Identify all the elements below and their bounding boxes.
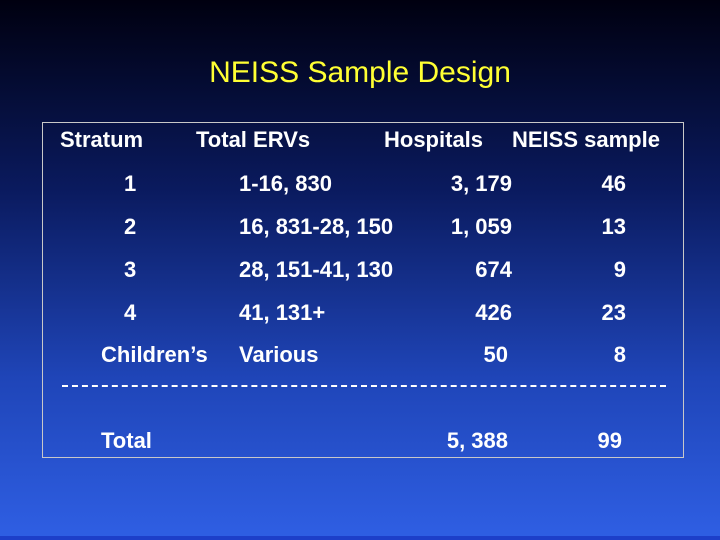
row-1-ervs: 1-16, 830 xyxy=(239,171,332,196)
row-3-sample: 9 xyxy=(613,257,626,282)
table-box xyxy=(42,122,684,458)
row-5-hospitals: 50 xyxy=(483,342,508,367)
row-1-stratum: 1 xyxy=(124,171,137,196)
row-4-stratum: 4 xyxy=(124,300,137,325)
header-total-ervs: Total ERVs xyxy=(196,127,311,152)
row-3-ervs: 28, 151-41, 130 xyxy=(239,257,394,282)
total-hospitals: 5, 388 xyxy=(446,428,508,453)
row-3-stratum: 3 xyxy=(124,257,137,282)
row-2-stratum: 2 xyxy=(124,214,137,239)
header-hospitals: Hospitals xyxy=(384,127,484,152)
row-1-sample: 46 xyxy=(601,171,626,196)
row-2-sample: 13 xyxy=(601,214,626,239)
row-2-ervs: 16, 831-28, 150 xyxy=(239,214,394,239)
row-5-sample: 8 xyxy=(613,342,626,367)
row-4-sample: 23 xyxy=(601,300,626,325)
row-4-hospitals: 426 xyxy=(475,300,512,325)
total-label: Total xyxy=(101,428,152,453)
row-4-ervs: 41, 131+ xyxy=(239,300,326,325)
header-neiss-sample: NEISS sample xyxy=(512,127,660,152)
bottom-edge-strip xyxy=(0,536,720,540)
row-3-hospitals: 674 xyxy=(475,257,512,282)
row-1-hospitals: 3, 179 xyxy=(450,171,512,196)
total-sample: 99 xyxy=(597,428,622,453)
slide-title: NEISS Sample Design xyxy=(209,56,511,89)
row-5-stratum: Children’s xyxy=(101,342,208,367)
row-2-hospitals: 1, 059 xyxy=(450,214,512,239)
total-separator-dashes xyxy=(62,385,666,389)
header-stratum: Stratum xyxy=(60,127,144,152)
row-5-ervs: Various xyxy=(239,342,319,367)
